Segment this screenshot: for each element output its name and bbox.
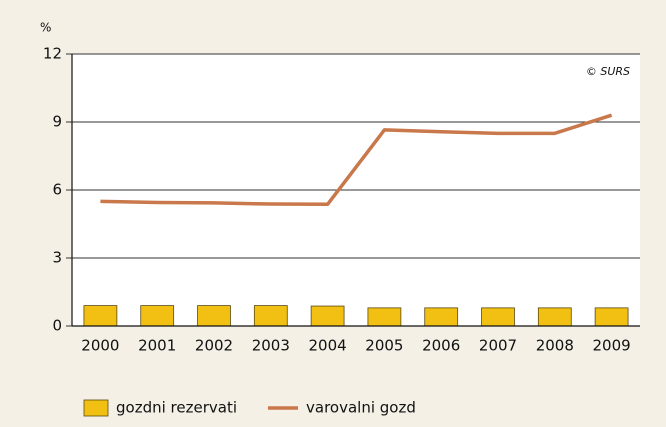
bar [367,307,402,327]
legend-label: gozdni rezervati [116,399,237,417]
x-tick-label: 2002 [195,337,233,355]
legend-swatch [83,399,109,417]
y-tick-label: 12 [43,45,62,63]
bar [310,305,345,327]
x-tick-label: 2008 [536,337,574,355]
annotation: © SURS [586,65,630,78]
x-tick-label: 2003 [252,337,290,355]
x-tick-label: 2006 [422,337,460,355]
x-tick-label: 2007 [479,337,517,355]
y-tick-label: 0 [52,317,62,335]
x-tick-label: 2000 [81,337,119,355]
bar [594,307,629,327]
y-tick-label: 6 [52,181,62,199]
x-tick-label: 2009 [593,337,631,355]
y-tick-label: 3 [52,249,62,267]
x-tick-label: 2004 [309,337,347,355]
legend-label: varovalni gozd [306,399,416,417]
bar [537,307,572,327]
bar [197,305,231,327]
x-tick-label: 2001 [138,337,176,355]
y-tick-label: 9 [52,113,62,131]
bar [140,305,175,327]
line [100,113,613,207]
bar [253,305,288,327]
bar [424,307,459,327]
x-tick-label: 2005 [365,337,403,355]
bar [83,305,118,327]
bar [481,307,515,327]
y-axis-label: % [40,21,51,35]
